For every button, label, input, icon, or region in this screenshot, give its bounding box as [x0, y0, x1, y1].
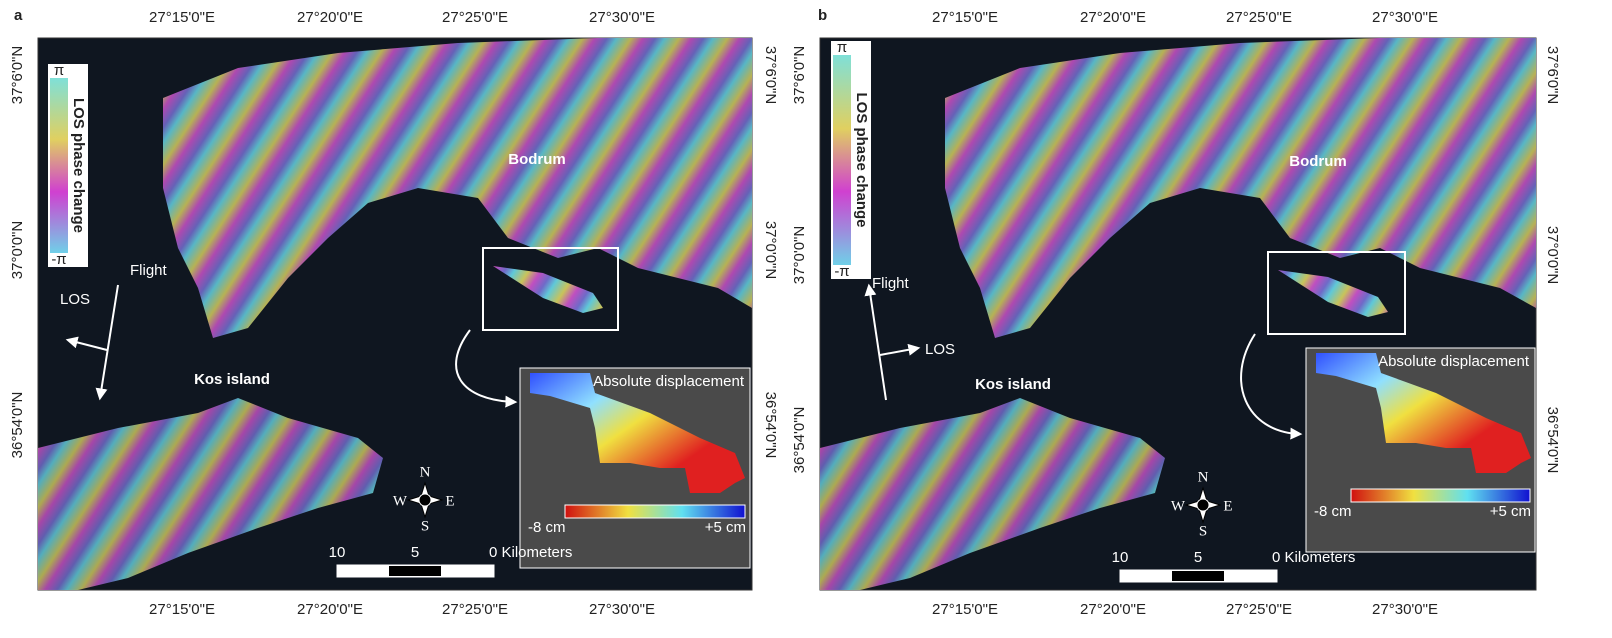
los-label: LOS — [925, 341, 955, 358]
scale-label: 0 Kilometers — [489, 544, 572, 561]
lat-label: 36°54'0"N — [9, 392, 26, 459]
compass-label: S — [421, 518, 429, 534]
lon-label: 27°30'0"E — [1372, 9, 1438, 26]
colorbar — [50, 78, 68, 253]
lon-label: 27°25'0"E — [442, 601, 508, 618]
lon-label: 27°30'0"E — [1372, 601, 1438, 618]
lon-label: 27°30'0"E — [589, 601, 655, 618]
lon-label: 27°15'0"E — [932, 9, 998, 26]
lon-label: 27°20'0"E — [1080, 601, 1146, 618]
lon-label: 27°25'0"E — [1226, 9, 1292, 26]
lon-label: 27°15'0"E — [932, 601, 998, 618]
place-label: Kos island — [194, 371, 270, 388]
lat-label: 37°0'0"N — [1544, 226, 1561, 284]
inset-colorbar — [1351, 489, 1530, 502]
scale-label: 5 — [1194, 549, 1202, 566]
place-label: Kos island — [975, 376, 1051, 393]
inset-title: Absolute displacement — [1378, 353, 1530, 370]
colorbar-max: π — [837, 39, 847, 56]
scale-label: 0 Kilometers — [1272, 549, 1355, 566]
lat-label: 37°0'0"N — [762, 221, 779, 279]
lat-label: 36°54'0"N — [1544, 407, 1561, 474]
lon-label: 27°25'0"E — [1226, 601, 1292, 618]
lat-label: 37°6'0"N — [1544, 46, 1561, 104]
flight-label: Flight — [130, 262, 168, 279]
inset-title: Absolute displacement — [593, 373, 745, 390]
compass-label: N — [420, 464, 431, 480]
lon-label: 27°20'0"E — [1080, 9, 1146, 26]
panel-label: b — [818, 7, 827, 24]
lat-label: 37°6'0"N — [9, 46, 26, 104]
inset-max: +5 cm — [705, 519, 746, 536]
compass-label: N — [1198, 469, 1209, 485]
lon-label: 27°20'0"E — [297, 601, 363, 618]
lon-label: 27°15'0"E — [149, 9, 215, 26]
los-label: LOS — [60, 291, 90, 308]
compass-label: E — [1223, 498, 1232, 514]
compass-label: W — [393, 493, 408, 509]
scale-label: 10 — [329, 544, 346, 561]
scale-bar-seg — [1172, 571, 1224, 581]
compass-center — [1197, 499, 1209, 511]
colorbar-min: -π — [51, 251, 66, 268]
colorbar-title: LOS phase change — [70, 98, 87, 233]
panel: b 27°15'0"E 27°15'0"E 27°20'0"E 27°20'0"E 27°… — [791, 7, 1561, 618]
place-label: Bodrum — [508, 151, 566, 168]
compass-center — [419, 494, 431, 506]
colorbar — [833, 55, 851, 265]
map: π -π LOS phase change Bodrum Kos island Fligh… — [38, 38, 752, 590]
lat-label: 36°54'0"N — [791, 407, 808, 474]
flight-label: Flight — [872, 275, 910, 292]
place-label: Bodrum — [1289, 153, 1347, 170]
inset-max: +5 cm — [1490, 503, 1531, 520]
lat-label: 37°0'0"N — [9, 221, 26, 279]
lat-label: 36°54'0"N — [762, 392, 779, 459]
inset: Absolute displacement -8 cm +5 cm — [1306, 348, 1535, 552]
compass-label: W — [1171, 498, 1186, 514]
lon-label: 27°15'0"E — [149, 601, 215, 618]
panel-label: a — [14, 7, 23, 24]
inset: Absolute displacement -8 cm +5 cm — [520, 368, 750, 568]
lat-label: 37°0'0"N — [791, 226, 808, 284]
lat-label: 37°6'0"N — [791, 46, 808, 104]
lon-label: 27°20'0"E — [297, 9, 363, 26]
panel: a 27°15'0"E 27°15'0"E 27°20'0"E 27°20'0"E 27°… — [9, 7, 779, 618]
map: π -π LOS phase change Bodrum Kos island Fligh… — [820, 38, 1536, 590]
colorbar-title: LOS phase change — [853, 92, 870, 227]
compass-label: E — [445, 493, 454, 509]
colorbar-max: π — [54, 62, 64, 79]
compass-label: S — [1199, 523, 1207, 539]
inset-min: -8 cm — [528, 519, 566, 536]
colorbar-min: -π — [834, 263, 849, 280]
scale-label: 5 — [411, 544, 419, 561]
figure: a 27°15'0"E 27°15'0"E 27°20'0"E 27°20'0"E 27°… — [0, 0, 1612, 638]
lat-label: 37°6'0"N — [762, 46, 779, 104]
lon-label: 27°30'0"E — [589, 9, 655, 26]
lon-label: 27°25'0"E — [442, 9, 508, 26]
scale-label: 10 — [1112, 549, 1129, 566]
inset-colorbar — [565, 505, 745, 518]
inset-min: -8 cm — [1314, 503, 1352, 520]
scale-bar-seg — [389, 566, 441, 576]
